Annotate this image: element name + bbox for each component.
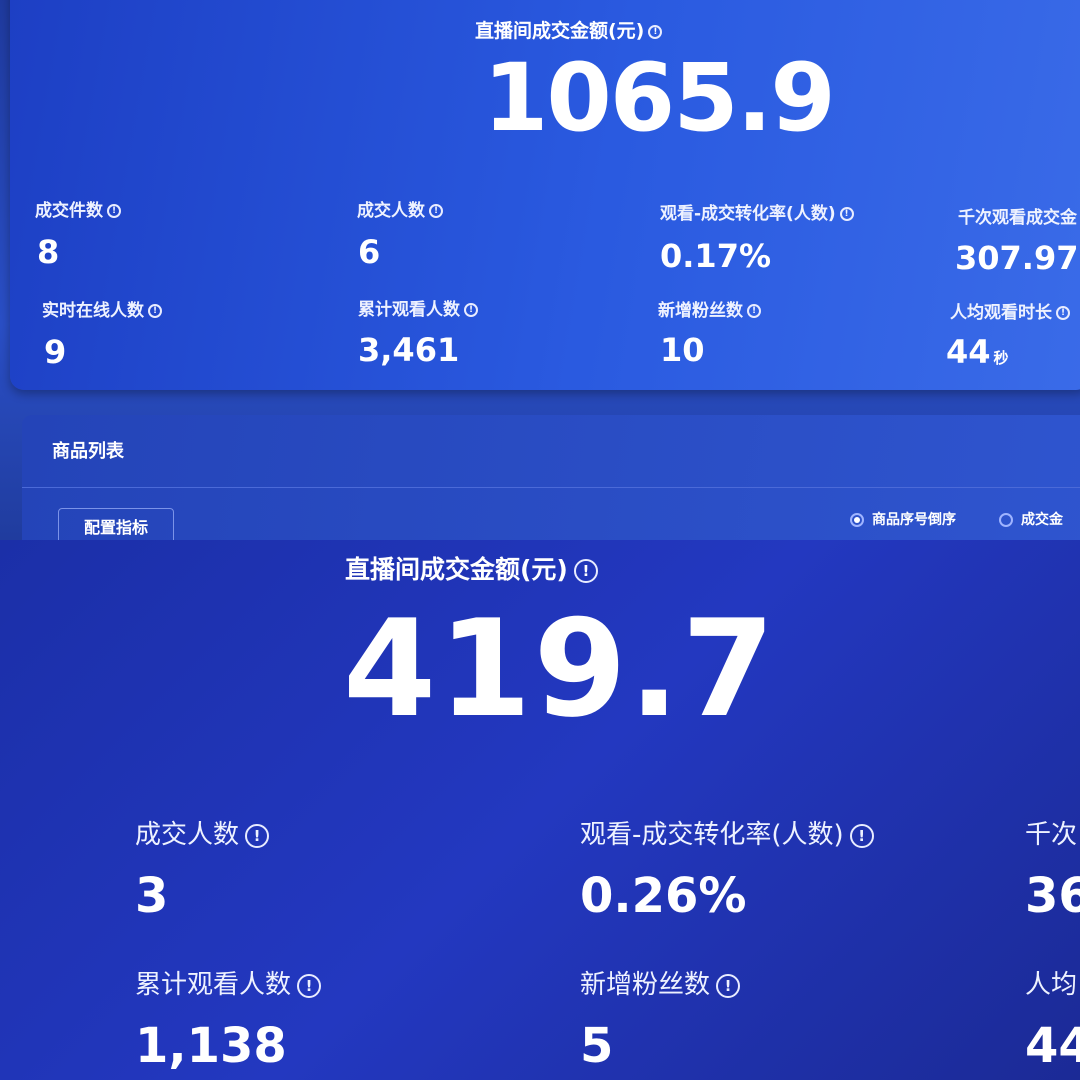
metric-label: 累计观看人数!	[358, 302, 478, 319]
info-icon[interactable]: !	[107, 204, 121, 218]
info-icon[interactable]: !	[429, 204, 443, 218]
label-text: 新增粉丝数	[580, 970, 711, 1000]
unit: 秒	[993, 349, 1009, 367]
info-icon[interactable]: !	[648, 24, 663, 39]
option-text: 成交金	[1021, 512, 1063, 528]
divider	[22, 487, 1080, 488]
product-list-card: 商品列表 配置指标 商品序号倒序 成交金	[22, 415, 1080, 540]
label-text: 实时在线人数	[42, 301, 144, 321]
metric-label: 累计观看人数!	[135, 970, 322, 1000]
config-button[interactable]: 配置指标	[58, 508, 174, 540]
info-icon[interactable]: !	[297, 973, 322, 998]
metric-value: 0.26%	[580, 868, 747, 924]
radio[interactable]	[999, 513, 1013, 527]
title-text: 直播间成交金额(元)	[345, 555, 568, 584]
metric-label: 成交人数!	[357, 203, 443, 220]
label-text: 成交人数	[135, 820, 240, 850]
metric-label: 成交件数!	[35, 203, 121, 220]
top-dashboard: 直播间成交金额(元)! 1065.9 成交件数! 8 成交人数! 6 观看-成交…	[0, 0, 1080, 540]
metric-value: 3	[135, 868, 169, 924]
metric-value: 36	[1025, 868, 1080, 924]
metric-value: 9	[44, 333, 67, 371]
metric-value: 44	[1025, 1018, 1080, 1074]
info-icon[interactable]: !	[245, 823, 270, 848]
metric-value: 1,138	[135, 1018, 287, 1074]
radio[interactable]	[850, 513, 864, 527]
metric-value: 5	[580, 1018, 614, 1074]
metric-label: 千次观看成交金	[958, 208, 1077, 228]
label-text: 累计观看人数	[135, 970, 292, 1000]
metric-value: 44 秒	[946, 336, 1009, 368]
label-text: 成交人数	[357, 201, 425, 221]
metric-label: 新增粉丝数!	[580, 970, 741, 1000]
metric-label: 观看-成交转化率(人数)!	[580, 822, 874, 848]
metric-value: 10	[660, 331, 705, 369]
metric-label: 成交人数!	[135, 820, 270, 850]
title: 直播间成交金额(元)!	[475, 20, 663, 42]
title: 直播间成交金额(元)!	[345, 557, 598, 583]
metric-value: 3,461	[358, 331, 460, 369]
title-text: 直播间成交金额(元)	[475, 20, 645, 42]
metric-value: 8	[37, 233, 60, 271]
label-text: 观看-成交转化率(人数)	[660, 204, 836, 224]
info-icon[interactable]: !	[716, 973, 741, 998]
label-text: 新增粉丝数	[658, 301, 743, 321]
info-icon[interactable]: !	[573, 559, 598, 583]
sort-option[interactable]: 商品序号倒序	[850, 509, 956, 529]
main-value: 1065.9	[483, 44, 836, 153]
metric-value: 0.17%	[660, 237, 772, 275]
info-icon[interactable]: !	[464, 303, 478, 317]
info-icon[interactable]: !	[1056, 306, 1070, 320]
option-text: 商品序号倒序	[872, 512, 956, 528]
bottom-dashboard: 直播间成交金额(元)! 419.7 成交人数! 3 观看-成交转化率(人数)! …	[0, 540, 1080, 1080]
metric-label: 新增粉丝数!	[658, 303, 761, 320]
main-value: 419.7	[343, 591, 777, 747]
overview-card	[10, 0, 1080, 390]
label-text: 人均观看时长	[950, 303, 1052, 323]
label-text: 成交件数	[35, 201, 103, 221]
sort-option[interactable]: 成交金	[999, 509, 1063, 529]
label-text: 观看-成交转化率(人数)	[580, 820, 844, 850]
metric-label: 人均	[1025, 970, 1078, 1000]
value-text: 44	[946, 333, 991, 371]
metric-value: 6	[358, 233, 381, 271]
info-icon[interactable]: !	[747, 304, 761, 318]
label-text: 累计观看人数	[358, 300, 460, 320]
card-title: 商品列表	[52, 441, 124, 462]
metric-label: 人均观看时长!	[950, 305, 1070, 322]
info-icon[interactable]: !	[148, 304, 162, 318]
metric-label: 观看-成交转化率(人数)!	[660, 206, 854, 223]
metric-value: 307.97	[955, 239, 1079, 277]
metric-label: 千次	[1025, 820, 1078, 850]
info-icon[interactable]: !	[839, 207, 854, 221]
info-icon[interactable]: !	[849, 823, 874, 848]
metric-label: 实时在线人数!	[42, 303, 162, 320]
